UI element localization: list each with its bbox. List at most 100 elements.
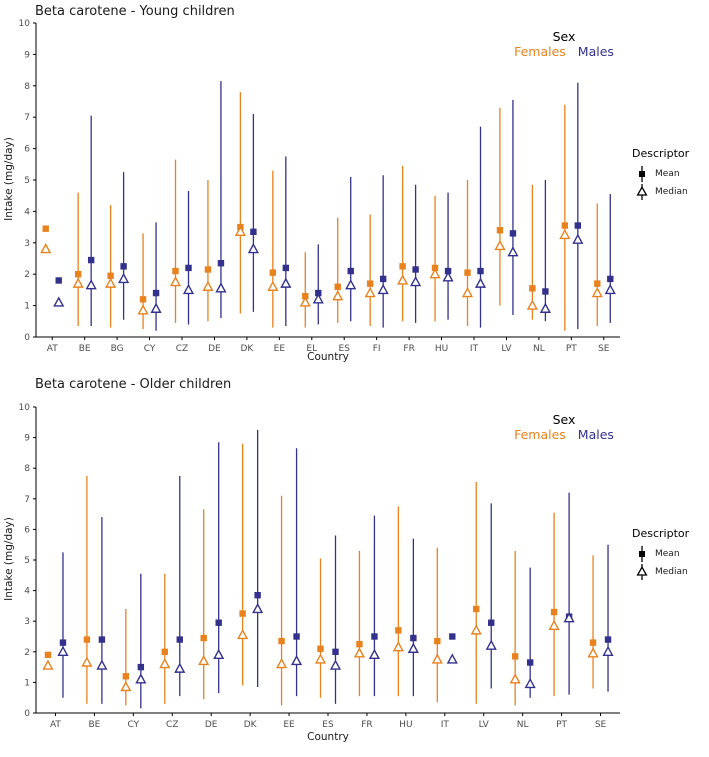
mean-marker-PT xyxy=(574,222,582,229)
descriptor-legend-young: Descriptor Mean Median xyxy=(630,147,708,201)
mean-marker-HU xyxy=(431,264,439,272)
y-tick-label: 10 xyxy=(19,19,31,29)
mean-marker-HU xyxy=(444,267,452,275)
median-marker-CZ xyxy=(159,657,171,669)
mean-marker-DE xyxy=(204,266,212,273)
x-tick-label-DE: DE xyxy=(205,720,218,730)
median-marker-LV xyxy=(470,624,482,635)
mean-marker-AT xyxy=(42,225,49,232)
x-tick-label-FR: FR xyxy=(361,720,372,730)
median-marker-LV xyxy=(494,239,506,251)
median-marker-CY xyxy=(135,673,147,684)
y-tick-label: 0 xyxy=(24,333,30,343)
median-marker-BG xyxy=(105,277,117,288)
median-marker-DE xyxy=(215,282,227,293)
x-tick-label-IT: IT xyxy=(470,344,479,354)
sex-legend-older: Females Males xyxy=(484,427,644,442)
mean-marker-BE xyxy=(87,256,95,264)
median-marker-DK xyxy=(252,602,264,614)
mean-marker-CZ xyxy=(172,267,179,275)
median-marker-AT xyxy=(42,659,54,670)
mean-marker-FR xyxy=(371,633,378,640)
median-marker-ES xyxy=(332,290,344,301)
mean-marker-IT xyxy=(477,267,484,275)
median-marker-BG xyxy=(118,272,130,284)
mean-marker-NL xyxy=(542,288,549,295)
descriptor-legend-title: Descriptor xyxy=(632,147,690,160)
x-tick-label-PT: PT xyxy=(566,344,577,354)
x-tick-label-SE: SE xyxy=(598,344,610,354)
x-tick-label-HU: HU xyxy=(435,344,448,354)
median-marker-ES xyxy=(345,279,357,290)
median-marker-FR xyxy=(368,648,381,660)
median-marker-DE xyxy=(213,648,225,660)
median-marker-FR xyxy=(397,274,409,285)
x-tick-label-AT: AT xyxy=(47,344,58,354)
sex-legend-young: Females Males xyxy=(484,44,644,59)
median-marker-EL xyxy=(312,293,324,304)
mean-marker-CZ xyxy=(161,648,168,655)
sex-legend-title-young: Sex xyxy=(552,29,576,44)
x-tick-label-CZ: CZ xyxy=(166,720,178,730)
mean-marker-DK xyxy=(239,610,246,617)
series-females xyxy=(42,443,599,706)
x-tick-label-AT: AT xyxy=(50,720,61,730)
mean-marker-SE xyxy=(594,280,601,287)
median-marker-DE xyxy=(198,654,210,666)
mean-marker-LV xyxy=(473,605,480,613)
y-tick-label: 6 xyxy=(24,145,30,155)
y-axis-title-young: Intake (mg/day) xyxy=(3,137,15,221)
median-marker-IT xyxy=(474,277,487,288)
mean-marker-icon xyxy=(639,166,645,182)
mean-marker-BE xyxy=(74,271,82,278)
sex-legend-title-older: Sex xyxy=(552,412,576,427)
mean-marker-ES xyxy=(317,645,324,652)
median-marker-EL xyxy=(299,296,311,307)
mean-marker-CZ xyxy=(185,264,192,272)
mean-marker-BE xyxy=(83,636,91,643)
y-tick-label: 8 xyxy=(24,82,30,92)
median-marker-DK xyxy=(247,243,259,254)
median-marker-SE xyxy=(602,645,614,656)
y-tick-label: 10 xyxy=(19,403,31,413)
median-marker-BE xyxy=(96,659,108,670)
mean-marker-EE xyxy=(282,264,290,272)
mean-marker-NL xyxy=(529,285,536,292)
mean-marker-AT xyxy=(59,639,67,646)
mean-marker-DE xyxy=(215,619,222,626)
x-tick-label-NL: NL xyxy=(533,344,545,354)
descriptor-entry-mean: Mean xyxy=(636,545,708,563)
mean-marker-ES xyxy=(334,283,341,290)
x-axis-title-young: Country xyxy=(307,351,349,363)
mean-marker-EE xyxy=(293,633,300,640)
median-marker-SE xyxy=(604,283,616,295)
median-marker-HU xyxy=(392,641,404,652)
mean-marker-CY xyxy=(152,289,160,297)
y-tick-label: 1 xyxy=(24,678,30,688)
mean-marker-EL xyxy=(302,292,309,300)
sex-legend-males-label: Males xyxy=(577,44,614,59)
descriptor-entry-median: Median xyxy=(636,183,708,201)
median-marker-NL xyxy=(526,299,538,310)
mean-marker-IT xyxy=(464,269,471,276)
mean-marker-BG xyxy=(120,263,127,270)
mean-marker-LV xyxy=(509,230,517,237)
descriptor-legend-older: Descriptor Mean Median xyxy=(630,527,708,581)
sex-legend-males-label: Males xyxy=(577,427,614,442)
y-tick-label: 0 xyxy=(24,709,30,719)
median-marker-DE xyxy=(202,280,214,291)
mean-marker-CY xyxy=(139,296,147,303)
mean-marker-FI xyxy=(379,275,387,283)
median-marker-EE xyxy=(290,654,303,666)
y-tick-label: 5 xyxy=(24,556,30,566)
y-axis-title-older: Intake (mg/day) xyxy=(3,517,15,601)
y-tick-label: 4 xyxy=(24,587,30,597)
y-tick-label: 3 xyxy=(24,617,30,627)
mean-marker-ES xyxy=(347,267,354,275)
median-marker-DK xyxy=(237,628,249,640)
mean-marker-FR xyxy=(356,640,363,648)
mean-marker-SE xyxy=(604,636,612,643)
descriptor-mean-label: Mean xyxy=(655,549,680,559)
x-tick-label-BE: BE xyxy=(88,720,100,730)
mean-marker-CY xyxy=(137,663,145,671)
